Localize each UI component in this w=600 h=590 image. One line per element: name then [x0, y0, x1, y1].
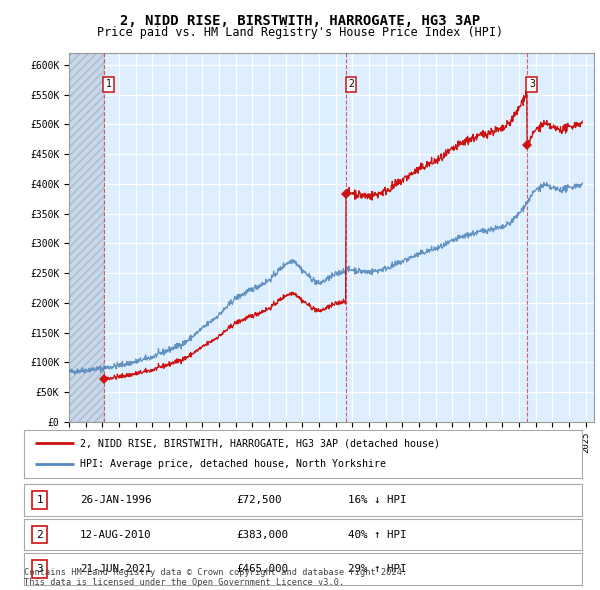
Text: 1: 1	[106, 80, 112, 90]
Text: £465,000: £465,000	[236, 565, 288, 574]
Text: Price paid vs. HM Land Registry's House Price Index (HPI): Price paid vs. HM Land Registry's House …	[97, 26, 503, 39]
Text: 2: 2	[348, 80, 354, 90]
Text: 21-JUN-2021: 21-JUN-2021	[80, 565, 151, 574]
Text: 3: 3	[36, 565, 43, 574]
Text: HPI: Average price, detached house, North Yorkshire: HPI: Average price, detached house, Nort…	[80, 460, 386, 470]
Text: 2, NIDD RISE, BIRSTWITH, HARROGATE, HG3 3AP: 2, NIDD RISE, BIRSTWITH, HARROGATE, HG3 …	[120, 14, 480, 28]
Text: 40% ↑ HPI: 40% ↑ HPI	[347, 530, 406, 539]
Text: 2: 2	[36, 530, 43, 539]
Text: £383,000: £383,000	[236, 530, 288, 539]
Text: 26-JAN-1996: 26-JAN-1996	[80, 495, 151, 504]
Text: 1: 1	[36, 495, 43, 504]
Text: 2, NIDD RISE, BIRSTWITH, HARROGATE, HG3 3AP (detached house): 2, NIDD RISE, BIRSTWITH, HARROGATE, HG3 …	[80, 438, 440, 448]
Text: 12-AUG-2010: 12-AUG-2010	[80, 530, 151, 539]
Text: Contains HM Land Registry data © Crown copyright and database right 2024.
This d: Contains HM Land Registry data © Crown c…	[24, 568, 407, 587]
Text: 29% ↑ HPI: 29% ↑ HPI	[347, 565, 406, 574]
Text: £72,500: £72,500	[236, 495, 281, 504]
Text: 3: 3	[529, 80, 535, 90]
Text: 16% ↓ HPI: 16% ↓ HPI	[347, 495, 406, 504]
